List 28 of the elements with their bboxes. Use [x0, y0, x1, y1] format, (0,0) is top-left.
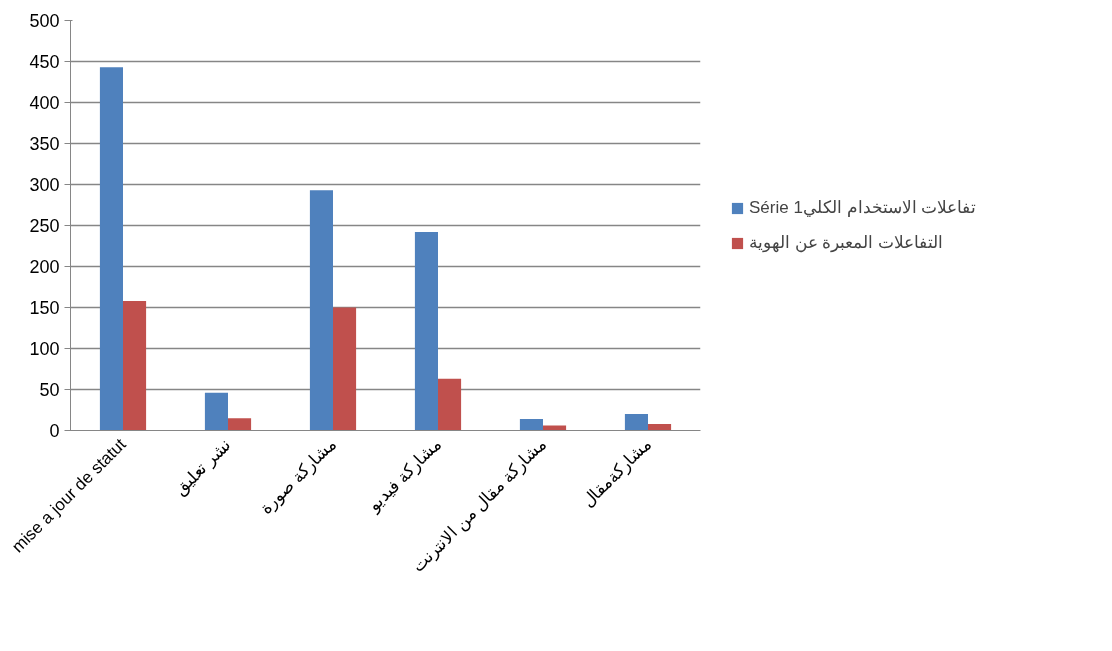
bar	[519, 419, 543, 431]
y-tick-label: 100	[29, 339, 60, 359]
y-tick-label: 250	[29, 216, 60, 236]
y-tick-label: 350	[29, 134, 60, 154]
x-tick-label: مشاركةمقال	[578, 434, 656, 512]
y-tick-label: 50	[39, 380, 60, 400]
bar	[99, 67, 123, 431]
bar	[624, 414, 648, 431]
y-tick-label: 0	[49, 421, 60, 441]
legend-label: Série 1تفاعلات الاستخدام الكلي	[749, 197, 977, 218]
bar	[438, 378, 462, 431]
x-tick-label: نشر تعليق	[170, 434, 236, 500]
y-tick-label: 200	[29, 257, 60, 277]
bar	[414, 232, 438, 431]
bar	[123, 300, 147, 431]
bar	[228, 418, 252, 431]
y-tick-label: 400	[29, 93, 60, 113]
y-tick-label: 500	[29, 11, 60, 31]
bar	[333, 307, 357, 431]
legend-label: التفاعلات المعبرة عن الهوية	[749, 232, 944, 253]
bar	[204, 392, 228, 431]
x-tick-label: مشاركة صورة	[256, 434, 341, 519]
y-tick-label: 300	[29, 175, 60, 195]
y-tick-label: 450	[29, 52, 60, 72]
bar	[648, 423, 672, 431]
x-tick-label: مشاركة فيديو	[363, 434, 446, 517]
y-tick-label: 150	[29, 298, 60, 318]
bar	[309, 190, 333, 431]
